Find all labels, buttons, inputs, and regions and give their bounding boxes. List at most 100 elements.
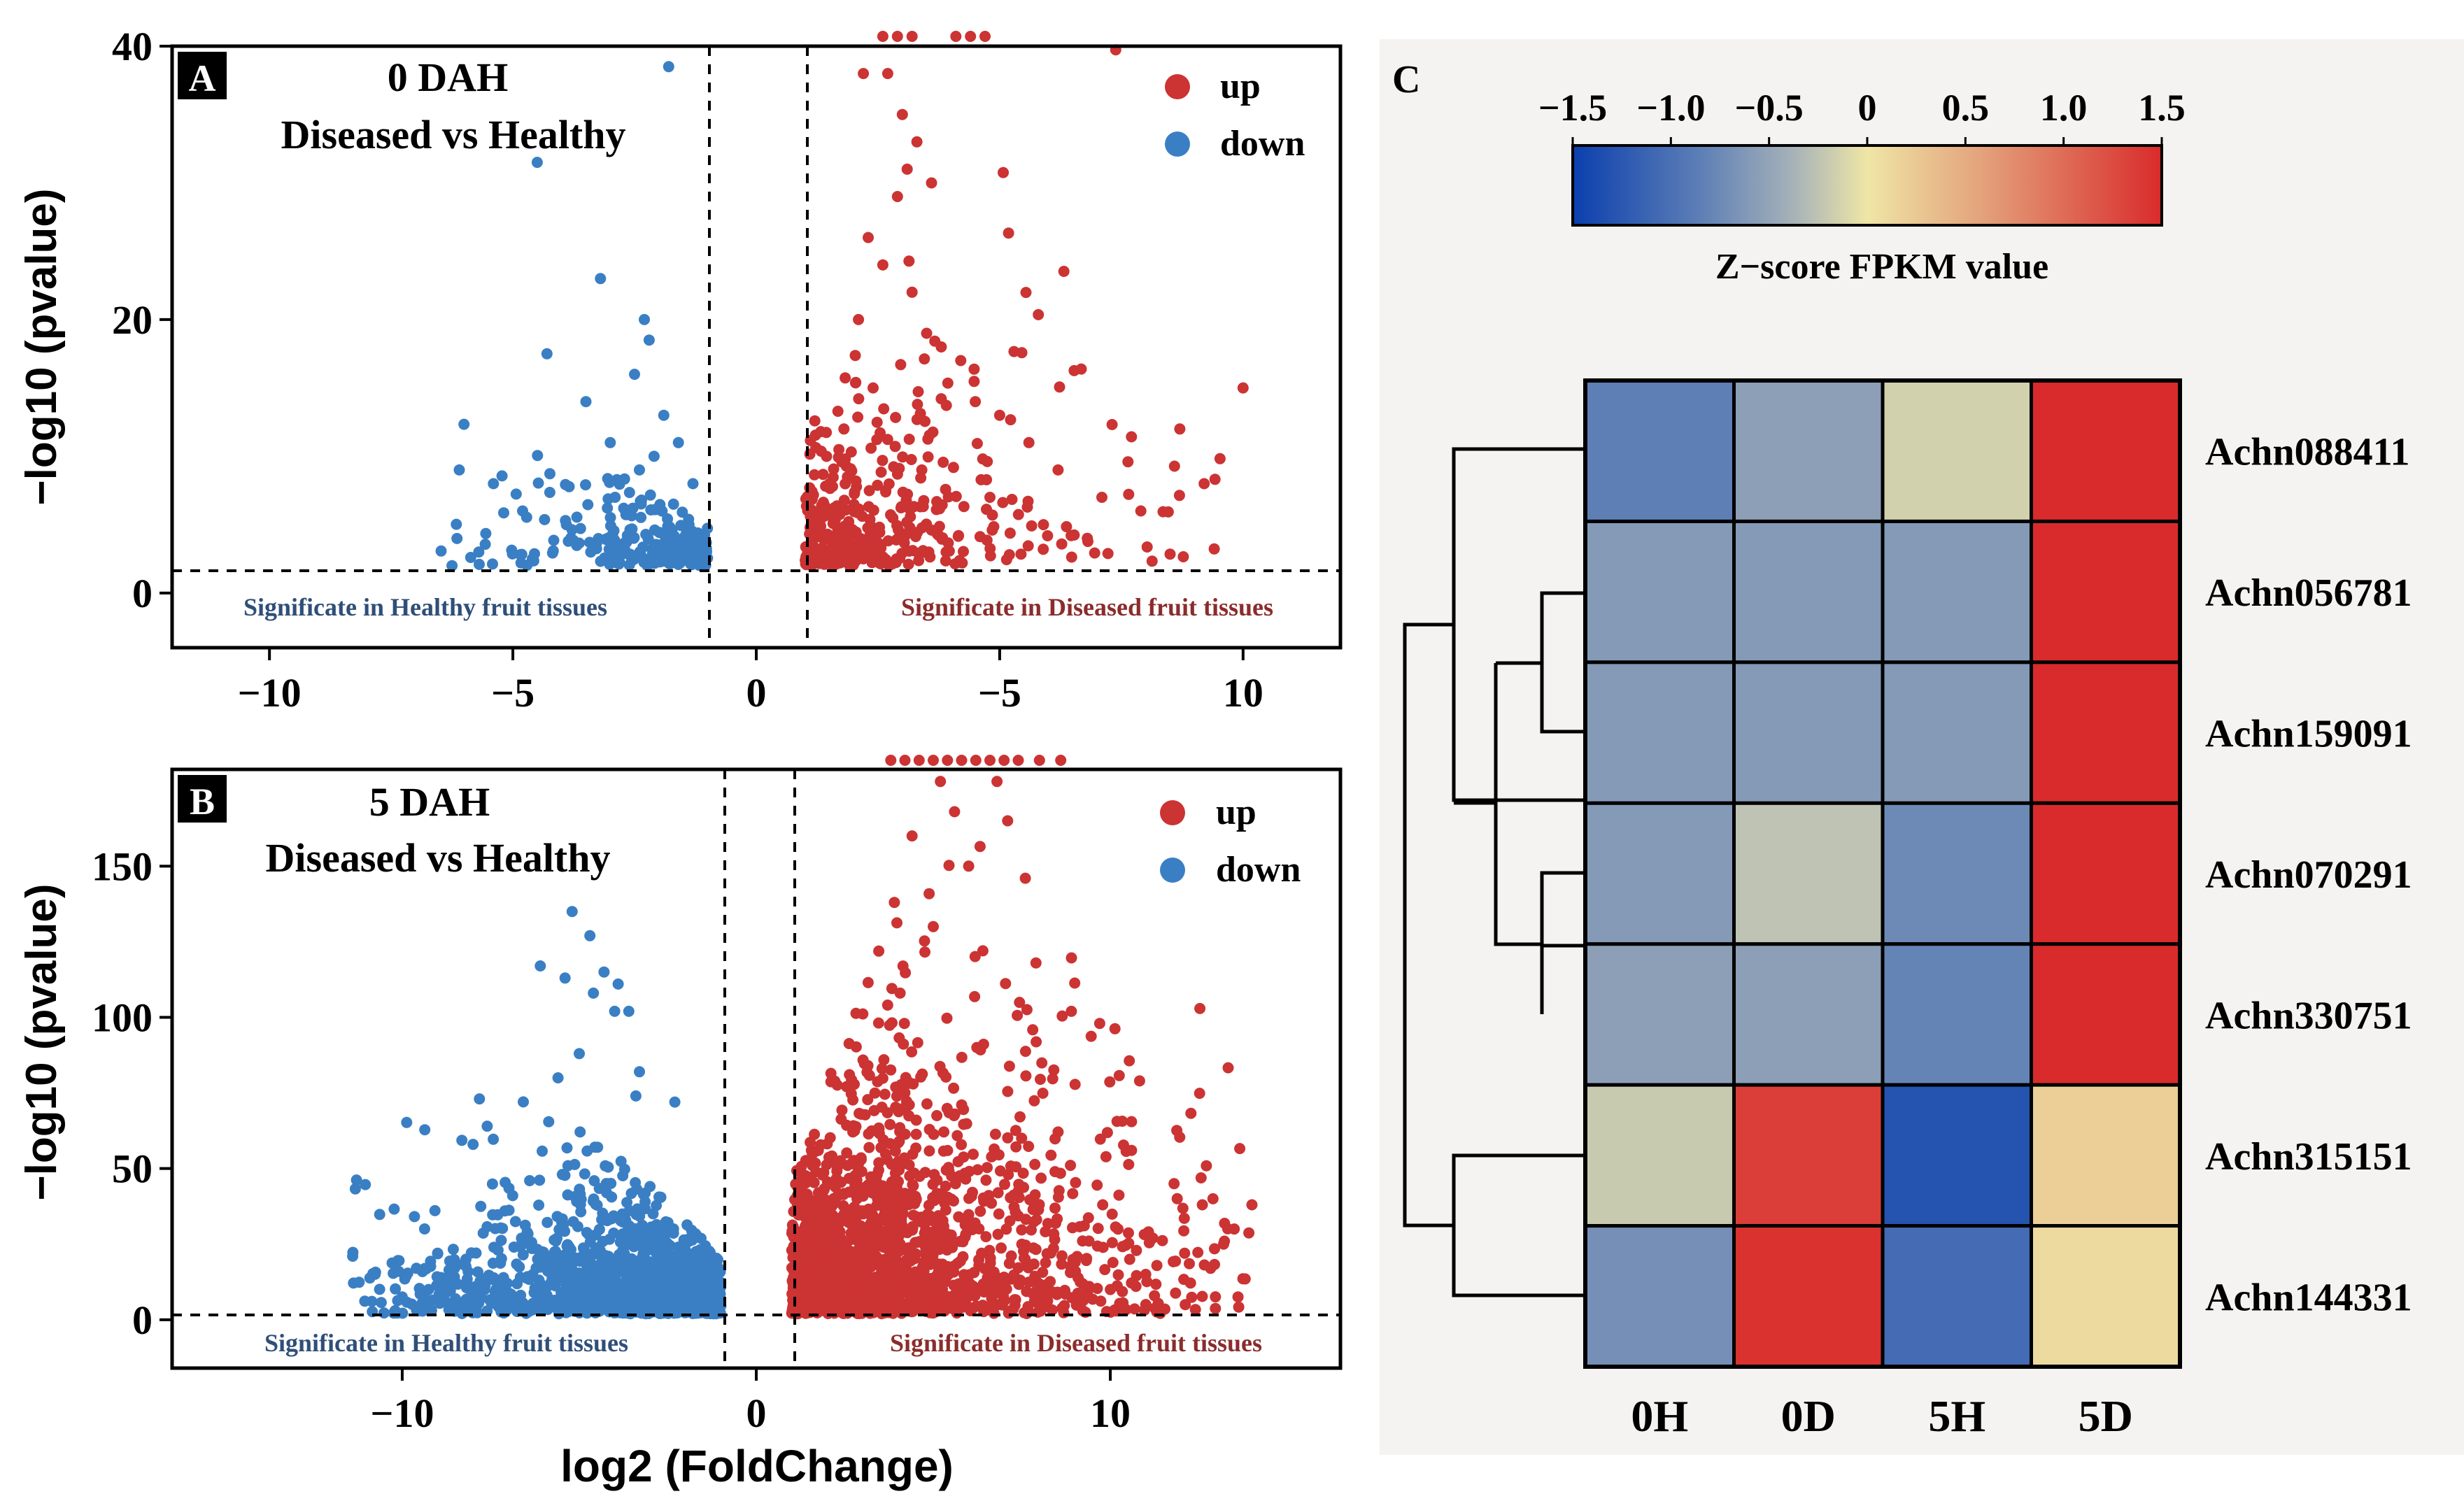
panel-b-point-up bbox=[1234, 1143, 1246, 1155]
panel-b-point-up bbox=[928, 1195, 940, 1207]
panel-a-point-up bbox=[833, 443, 845, 455]
panel-a-point-down bbox=[547, 545, 559, 557]
panel-a-point-up bbox=[881, 68, 893, 80]
panel-b-point-up bbox=[907, 1148, 919, 1160]
panel-a-point-up bbox=[916, 464, 928, 476]
panel-a-point-up bbox=[922, 451, 934, 463]
panel-a-x-tick-label: −5 bbox=[978, 670, 1021, 716]
panel-b-point-down bbox=[411, 1262, 423, 1274]
panel-b-point-up bbox=[1035, 1074, 1046, 1086]
panel-b-point-down bbox=[497, 1223, 509, 1235]
panel-b-point-up bbox=[797, 1245, 809, 1257]
panel-b-point-down bbox=[418, 1223, 430, 1235]
panel-a-point-up bbox=[880, 485, 892, 497]
panel-b-point-down bbox=[608, 1228, 620, 1239]
panel-b-point-up bbox=[991, 1276, 1003, 1288]
panel-b-point-up bbox=[1069, 977, 1081, 989]
panel-a-point-up bbox=[904, 522, 916, 533]
panel-b-point-up bbox=[831, 1079, 843, 1091]
panel-b-x-axis: −10 0 10 bbox=[370, 1368, 1131, 1436]
panel-a-point-down bbox=[573, 537, 585, 549]
panel-b-point-up bbox=[1052, 1126, 1064, 1138]
panel-b-point-down bbox=[460, 1282, 472, 1294]
panel-b-point-down bbox=[550, 1235, 562, 1247]
panel-a-point-up bbox=[921, 327, 933, 339]
panel-b-point-up bbox=[1093, 1018, 1105, 1030]
panel-a-label-box bbox=[178, 52, 227, 99]
panel-b-point-up bbox=[996, 1242, 1007, 1254]
panel-b-point-up bbox=[1097, 1242, 1109, 1253]
heatmap-cell bbox=[2030, 1083, 2182, 1228]
panel-a-point-up bbox=[1058, 266, 1070, 277]
panel-a-legend-up-label: up bbox=[1220, 66, 1261, 106]
panel-a-point-up bbox=[903, 434, 915, 445]
panel-a-point-up bbox=[871, 416, 883, 428]
panel-b-point-down bbox=[359, 1295, 371, 1307]
panel-b-point-up bbox=[937, 1226, 949, 1238]
panel-b-point-up bbox=[1027, 1024, 1039, 1036]
panel-b-point-up bbox=[1019, 1046, 1031, 1058]
panel-b-point-up bbox=[959, 1231, 971, 1243]
panel-b-point-down bbox=[592, 1141, 604, 1153]
panel-a-point-up bbox=[1102, 548, 1114, 560]
panel-a-point-up bbox=[877, 31, 888, 42]
panel-b-point-up bbox=[1133, 1075, 1145, 1087]
panel-a-point-down bbox=[582, 499, 594, 511]
panel-b-point-down bbox=[543, 1116, 555, 1127]
panel-b-point-up bbox=[962, 1290, 973, 1302]
panel-b-point-down bbox=[714, 1266, 726, 1278]
panel-b-point-up bbox=[876, 1102, 888, 1113]
panel-b-point-up bbox=[1091, 1283, 1103, 1295]
panel-b-point-down bbox=[487, 1258, 499, 1269]
panel-a-y-axis: 0 20 40 bbox=[112, 24, 172, 616]
panel-b-point-down bbox=[419, 1304, 431, 1316]
panel-a-point-up bbox=[1020, 287, 1032, 299]
panel-a-x-tick-label: 10 bbox=[1223, 670, 1263, 716]
panel-a-point-up bbox=[811, 520, 823, 531]
panel-a-point-up bbox=[1026, 520, 1038, 532]
panel-b-point-down bbox=[374, 1283, 385, 1295]
panel-a-point-up bbox=[993, 409, 1005, 421]
panel-b-point-up bbox=[1054, 1167, 1066, 1179]
panel-a-point-down bbox=[544, 487, 555, 498]
panel-b-point-up bbox=[865, 1171, 877, 1183]
heatmap-row-label: Achn144331 bbox=[2205, 1276, 2412, 1319]
panel-a-point-up bbox=[1177, 551, 1189, 562]
panel-b-point-up bbox=[934, 1060, 946, 1072]
panel-b-point-up bbox=[915, 1071, 927, 1083]
panel-b-point-up bbox=[1049, 1202, 1061, 1214]
panel-a-point-up bbox=[875, 558, 886, 570]
panel-a-point-up bbox=[1106, 419, 1118, 430]
panel-a-point-up bbox=[1056, 538, 1068, 550]
panel-a-point-up bbox=[911, 136, 923, 148]
panel-a-point-up bbox=[1015, 548, 1027, 560]
heatmap-cell bbox=[1881, 378, 2033, 523]
panel-b-point-up bbox=[1022, 1262, 1034, 1274]
panel-a-point-up bbox=[878, 403, 890, 415]
panel-b-point-down bbox=[588, 987, 600, 999]
panel-b-point-up bbox=[1184, 1258, 1195, 1269]
panel-a-point-up bbox=[862, 522, 874, 534]
panel-b-point-up bbox=[1021, 1004, 1033, 1016]
panel-b-point-up bbox=[905, 1244, 916, 1256]
panel-b-point-down bbox=[462, 1302, 474, 1314]
panel-b-point-up bbox=[1028, 1095, 1040, 1107]
panel-a-label: A bbox=[189, 57, 216, 99]
panel-b-point-down bbox=[552, 1072, 564, 1083]
panel-b-point-up bbox=[1014, 997, 1026, 1009]
panel-b-point-up bbox=[849, 1246, 861, 1258]
panel-a-point-up bbox=[950, 31, 962, 42]
panel-a-point-up bbox=[850, 526, 862, 538]
panel-b-point-down bbox=[374, 1209, 385, 1221]
panel-b-point-down bbox=[711, 1300, 723, 1311]
panel-b-point-down bbox=[523, 1274, 534, 1285]
panel-a-point-down bbox=[465, 552, 476, 563]
panel-b-point-up bbox=[1056, 1250, 1068, 1262]
panel-b-title-line1: 5 DAH bbox=[369, 779, 490, 825]
panel-b-point-up bbox=[950, 1290, 962, 1302]
panel-b-point-up bbox=[1198, 1259, 1210, 1271]
panel-b-point-up bbox=[891, 1090, 902, 1102]
panel-b-point-up bbox=[1107, 1257, 1119, 1268]
panel-a-point-up bbox=[849, 377, 861, 389]
panel-a-point-down bbox=[624, 524, 636, 536]
